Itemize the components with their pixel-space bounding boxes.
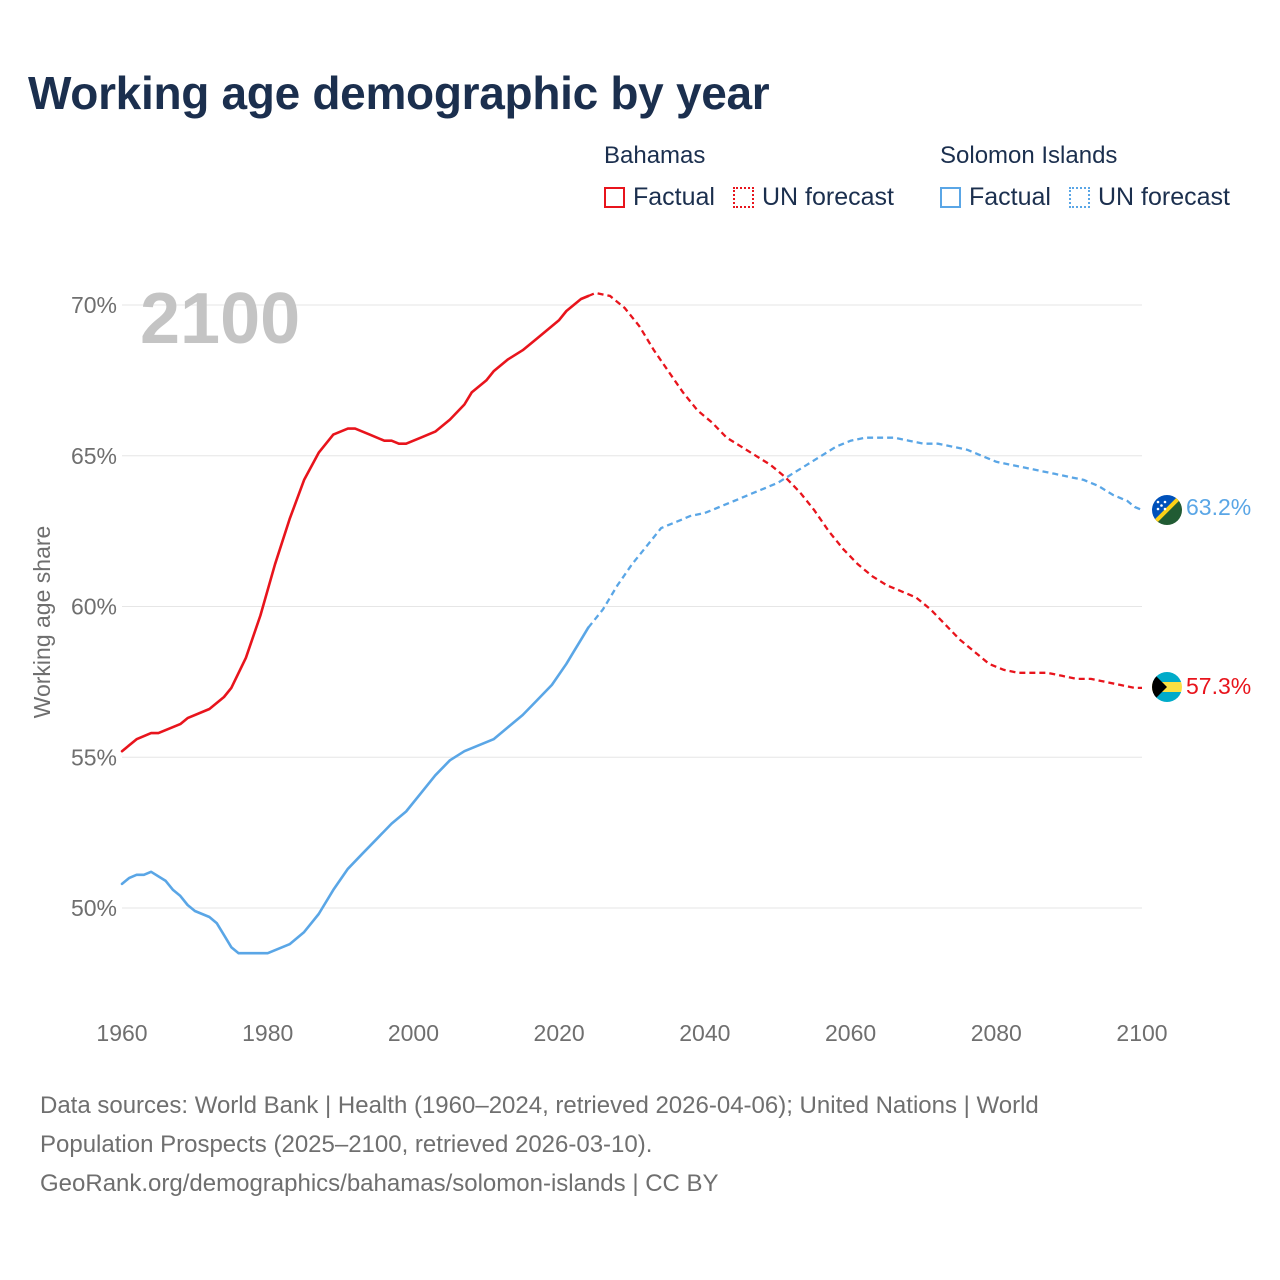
x-tick-label: 2040 <box>679 1020 730 1046</box>
x-tick-label: 2060 <box>825 1020 876 1046</box>
y-tick-label: 50% <box>71 895 117 921</box>
series-line-bahamas-forecast <box>587 291 1142 690</box>
y-tick-label: 55% <box>71 744 117 770</box>
legend-item-solomon-factual[interactable]: Factual <box>940 183 1051 212</box>
y-tick-label: 65% <box>71 443 117 469</box>
legend-swatch-solomon-forecast <box>1068 187 1090 208</box>
source-credit[interactable]: GeoRank.org/demographics/bahamas/solomon… <box>40 1170 719 1197</box>
solomon-islands-flag-icon <box>1152 495 1182 525</box>
source-line-2: Population Prospects (2025–2100, retriev… <box>40 1131 653 1158</box>
legend-label-bahamas-factual: Factual <box>633 183 715 211</box>
legend-item-bahamas-forecast[interactable]: UN forecast <box>732 183 894 212</box>
legend-swatch-bahamas-factual <box>604 187 625 208</box>
legend-group-solomon-islands: Solomon Islands Factual UN forecast <box>940 142 1230 212</box>
y-tick-label: 60% <box>71 594 117 620</box>
legend-label-bahamas-forecast: UN forecast <box>761 183 894 211</box>
legend-item-solomon-forecast[interactable]: UN forecast <box>1068 183 1230 212</box>
x-tick-label: 2080 <box>971 1020 1022 1046</box>
legend-label-solomon-factual: Factual <box>969 183 1051 211</box>
series-line-bahamas-factual <box>120 294 590 753</box>
legend-label-solomon-forecast: UN forecast <box>1097 183 1230 211</box>
end-label-bahamas: 57.3% <box>1186 673 1251 699</box>
legend-country-bahamas: Bahamas <box>604 142 706 169</box>
legend-swatch-solomon-factual <box>940 187 961 208</box>
source-footer: Data sources: World Bank | Health (1960–… <box>40 1086 1240 1203</box>
y-tick-label: 70% <box>71 292 117 318</box>
y-axis-label: Working age share <box>29 526 55 719</box>
legend-item-bahamas-factual[interactable]: Factual <box>604 183 715 212</box>
legend-swatch-bahamas-forecast <box>732 187 754 208</box>
x-tick-label: 2100 <box>1116 1020 1167 1046</box>
legend-group-bahamas: Bahamas Factual UN forecast <box>604 142 894 212</box>
chart-plot: 50% 55% 60% 65% 70% 1960 1980 2000 2020 2040 2060 2… <box>29 279 1251 1046</box>
source-line-1: Data sources: World Bank | Health (1960–… <box>40 1092 1039 1119</box>
legend-country-solomon-islands: Solomon Islands <box>940 142 1118 169</box>
x-tick-label: 1980 <box>242 1020 293 1046</box>
x-tick-label: 1960 <box>96 1020 147 1046</box>
end-label-solomon-islands: 63.2% <box>1186 494 1251 520</box>
x-tick-label: 2020 <box>534 1020 585 1046</box>
bahamas-flag-icon <box>1152 672 1182 702</box>
series-line-solomon-islands-forecast <box>587 436 1143 629</box>
x-tick-label: 2000 <box>388 1020 439 1046</box>
chart-title: Working age demographic by year <box>28 67 770 119</box>
series-line-solomon-islands-factual <box>120 626 590 955</box>
year-watermark: 2100 <box>140 279 300 359</box>
